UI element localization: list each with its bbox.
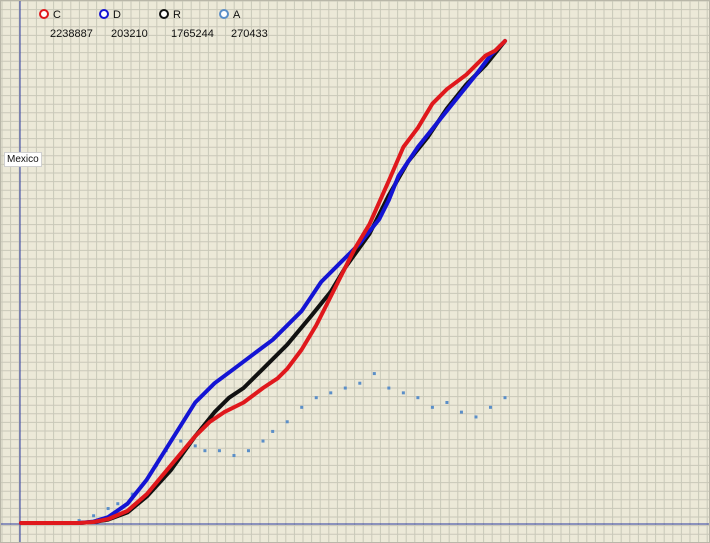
series-a-point	[358, 381, 362, 385]
series-d-line	[19, 39, 507, 525]
legend-key-c: C	[53, 9, 61, 21]
legend-key-d: D	[113, 9, 121, 21]
series-a-point	[401, 391, 405, 395]
series-a-point	[271, 429, 275, 433]
series-a-point	[92, 514, 96, 518]
series-a-point	[285, 420, 289, 424]
series-a-point	[203, 449, 207, 453]
series-a-point	[372, 372, 376, 376]
legend-marker-d	[99, 9, 109, 19]
legend-value-r: 1765244	[171, 28, 214, 40]
series-a-point	[314, 396, 318, 400]
legend-value-a: 270433	[231, 28, 268, 40]
series-a-point	[445, 401, 449, 404]
series-a-point	[217, 449, 221, 453]
legend-value-d: 203210	[111, 28, 148, 40]
series-a-point	[387, 386, 391, 390]
series-a-point	[430, 405, 434, 409]
series-a-point	[116, 502, 120, 506]
legend-value-c: 2238887	[50, 28, 93, 40]
legend-marker-r	[159, 9, 169, 19]
legend-marker-c	[39, 9, 49, 19]
series-a-point	[503, 396, 507, 400]
legend-key-r: R	[173, 9, 181, 21]
series-a-point	[488, 405, 492, 409]
series-c-line	[19, 39, 507, 525]
series-a-point	[130, 492, 134, 496]
legend-item-d[interactable]: D	[99, 9, 121, 21]
series-a-point	[329, 391, 333, 395]
series-a-point	[261, 439, 265, 443]
series-a-point	[232, 454, 236, 458]
series-a-point	[474, 415, 478, 419]
series-a-point	[300, 405, 304, 409]
legend-item-r[interactable]: R	[159, 9, 181, 21]
series-a-point	[459, 410, 463, 414]
series-a-point	[77, 519, 81, 523]
series-a-point	[179, 439, 183, 443]
series-a-point	[193, 444, 197, 448]
legend-item-c[interactable]: C	[39, 9, 61, 21]
series-a-point	[106, 507, 110, 511]
legend-item-a[interactable]: A	[219, 9, 240, 21]
legend-key-a: A	[233, 9, 241, 21]
legend-marker-a	[219, 9, 229, 19]
region-label: Mexico	[4, 152, 42, 167]
series-a-point	[416, 396, 420, 400]
series-a-point	[246, 449, 250, 453]
series-a-point	[343, 386, 347, 390]
